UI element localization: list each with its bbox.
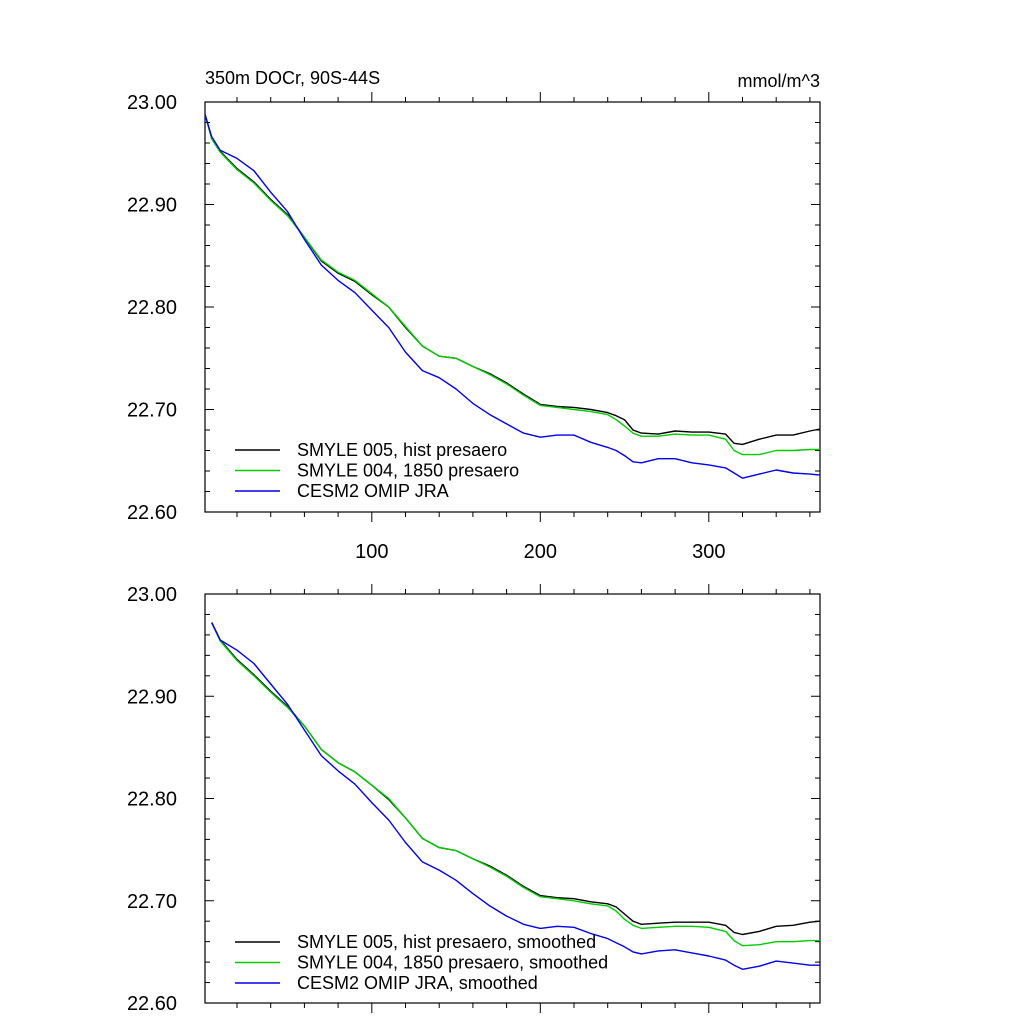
y-tick-label: 22.80 — [127, 297, 177, 319]
legend-label: SMYLE 004, 1850 presaero, smoothed — [297, 953, 608, 973]
y-tick-label: 22.90 — [127, 686, 177, 708]
legend-label: SMYLE 005, hist presaero, smoothed — [297, 932, 596, 952]
series-line-2 — [204, 114, 820, 456]
y-tick-label: 22.60 — [127, 502, 177, 524]
series-line-2 — [211, 622, 820, 947]
y-tick-label: 23.00 — [127, 584, 177, 606]
series-line-1 — [204, 114, 821, 446]
bottom-panel: 22.60 22.70 22.80 22.90 23.00 SMYLE 005, hist… — [127, 584, 821, 1015]
series-line-3 — [211, 622, 820, 970]
y-tick-label: 22.70 — [127, 400, 177, 422]
chart-units: mmol/m^3 — [738, 71, 820, 91]
top-panel: 22.60 22.70 22.80 22.90 23.00 100 200 300 SMYLE … — [127, 92, 821, 563]
y-tick-label: 22.80 — [127, 789, 177, 811]
x-tick-label: 300 — [692, 541, 725, 563]
legend-label: SMYLE 005, hist presaero — [297, 440, 507, 460]
series-line-1 — [211, 622, 821, 936]
x-tick-label: 100 — [355, 541, 388, 563]
legend-label: CESM2 OMIP JRA, smoothed — [297, 973, 538, 993]
y-tick-label: 22.90 — [127, 195, 177, 217]
x-tick-label: 200 — [524, 541, 557, 563]
y-tick-label: 23.00 — [127, 92, 177, 114]
legend-label: CESM2 OMIP JRA — [297, 481, 449, 501]
chart-title: 350m DOCr, 90S-44S — [205, 68, 380, 88]
y-tick-label: 22.60 — [127, 993, 177, 1015]
legend-label: SMYLE 004, 1850 presaero — [297, 461, 519, 481]
y-tick-label: 22.70 — [127, 891, 177, 913]
series-line-3 — [204, 114, 821, 479]
